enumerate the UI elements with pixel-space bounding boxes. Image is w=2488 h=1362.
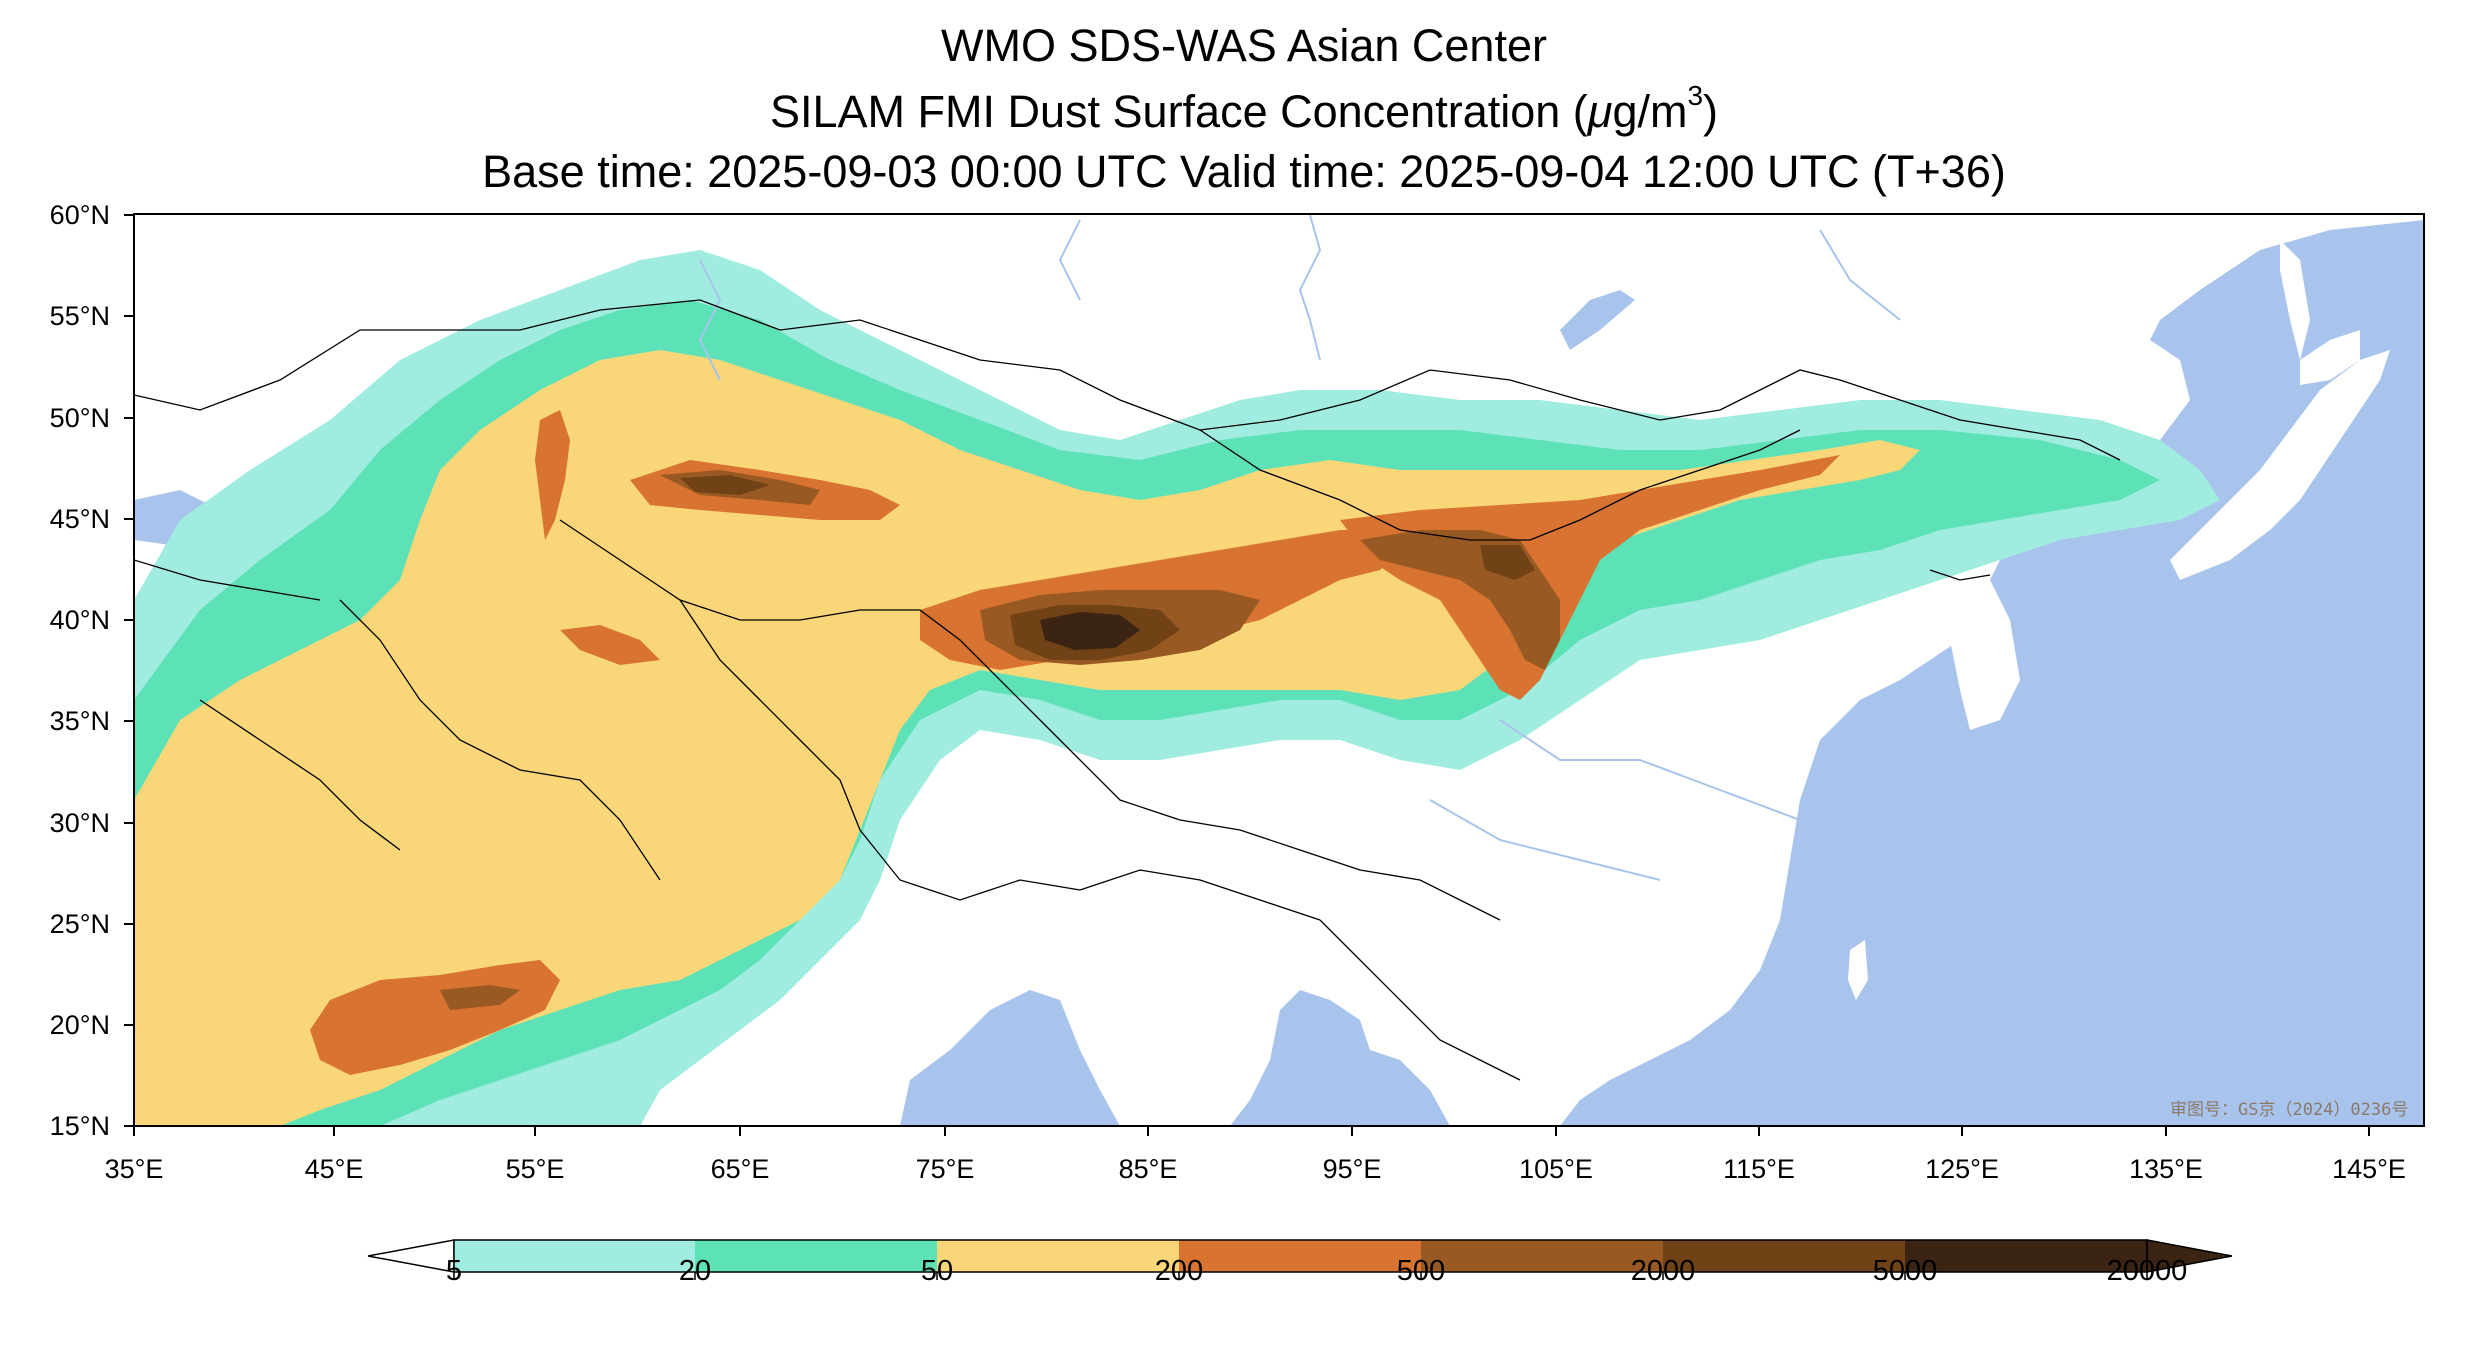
lon-label-145: 145°E xyxy=(2332,1154,2406,1184)
river-5 xyxy=(1429,799,1661,881)
land-hokkaido xyxy=(2300,330,2360,385)
lon-label-125: 125°E xyxy=(1925,1154,1999,1184)
lon-label-105: 105°E xyxy=(1519,1154,1593,1184)
colorbar-bin-200-500 xyxy=(1179,1240,1421,1272)
colorbar-ticks xyxy=(453,1272,2148,1280)
lon-label-35: 35°E xyxy=(104,1154,164,1184)
borders xyxy=(134,299,2121,1081)
dust-level-2000-east xyxy=(1480,545,1535,580)
land-japan xyxy=(2170,350,2390,580)
map-time-info: Base time: 2025-09-03 00:00 UTC Valid ti… xyxy=(482,146,2006,197)
lon-label-65: 65°E xyxy=(710,1154,770,1184)
unit-text: g/m xyxy=(1612,86,1688,137)
dust-level-500-arabia xyxy=(440,985,520,1010)
lat-label-45: 45°N xyxy=(49,504,110,534)
subtitle-close: ) xyxy=(1703,86,1719,137)
border-mongolia xyxy=(1199,429,1801,541)
lon-label-75: 75°E xyxy=(915,1154,975,1184)
lat-label-20: 20°N xyxy=(49,1010,110,1040)
colorbar-label-50: 50 xyxy=(920,1255,954,1287)
colorbar-bin-5-20 xyxy=(454,1240,695,1272)
lat-label-40: 40°N xyxy=(49,605,110,635)
river-1 xyxy=(1298,214,1322,361)
colorbar-bin-5000-20000 xyxy=(1905,1240,2147,1272)
colorbar-label-20: 20 xyxy=(678,1255,712,1287)
lon-label-85: 85°E xyxy=(1118,1154,1178,1184)
river-6 xyxy=(1819,229,1901,321)
colorbar-label-5000: 5000 xyxy=(1872,1255,1938,1287)
map-subtitle: SILAM FMI Dust Surface Concentration (μg… xyxy=(0,82,2488,138)
land-sakhalin xyxy=(2280,240,2310,360)
river-3 xyxy=(1058,219,1081,301)
subtitle-text: SILAM FMI Dust Surface Concentration ( xyxy=(769,86,1588,137)
border-afghan xyxy=(679,599,861,831)
border-india xyxy=(859,829,1321,921)
map-title: WMO SDS-WAS Asian Center xyxy=(941,20,1547,71)
lon-label-45: 45°E xyxy=(304,1154,364,1184)
colorbar-label-2000: 2000 xyxy=(1630,1255,1696,1287)
dust-level-5000 xyxy=(1040,612,1140,650)
border-se-asia xyxy=(1319,919,1521,1081)
colorbar-bin-500-2000 xyxy=(1421,1240,1663,1272)
lat-label-60: 60°N xyxy=(49,200,110,230)
map-area xyxy=(134,214,2424,1126)
dust-level-200-kaz xyxy=(535,410,570,540)
lon-ticks xyxy=(133,1126,2370,1136)
colorbar-label-5: 5 xyxy=(445,1255,463,1287)
border-arabia xyxy=(199,699,401,851)
lat-label-15: 15°N xyxy=(49,1111,110,1141)
border-china-west xyxy=(919,609,1501,921)
land-hainan xyxy=(1632,1025,1670,1060)
dust-level-2000-north xyxy=(680,475,770,495)
map-frame xyxy=(133,213,2425,1127)
colorbar xyxy=(367,1239,2233,1280)
colorbar-bin-20-50 xyxy=(695,1240,937,1272)
border-turkey xyxy=(134,559,321,601)
baikal-lake xyxy=(1560,290,1635,350)
colorbar-bin-50-200 xyxy=(937,1240,1179,1272)
approval-stamp: 审图号：GS京（2024）0236号 xyxy=(2170,1100,2409,1120)
lat-label-30: 30°N xyxy=(49,808,110,838)
dust-level-200-east xyxy=(1340,455,1840,700)
colorbar-label-500: 500 xyxy=(1396,1255,1446,1287)
colorbar-label-20000: 20000 xyxy=(2106,1255,2188,1287)
unit-superscript: 3 xyxy=(1687,80,1704,111)
lon-label-55: 55°E xyxy=(505,1154,565,1184)
dust-contours xyxy=(134,250,2220,1126)
lon-label-95: 95°E xyxy=(1322,1154,1382,1184)
dust-level-200-iran xyxy=(560,625,660,665)
border-russia-south xyxy=(134,299,2121,461)
lat-label-25: 25°N xyxy=(49,909,110,939)
land-taiwan xyxy=(1848,940,1868,1000)
lat-label-35: 35°N xyxy=(49,706,110,736)
colorbar-bin-2000-5000 xyxy=(1663,1240,1905,1272)
lat-ticks xyxy=(124,214,134,1127)
border-iran xyxy=(339,599,661,881)
unit-mu: μ xyxy=(1587,86,1613,137)
border-korea xyxy=(1929,569,1991,581)
colorbar-label-200: 200 xyxy=(1154,1255,1204,1287)
lon-label-115: 115°E xyxy=(1723,1154,1795,1184)
lat-label-50: 50°N xyxy=(49,403,110,433)
rivers xyxy=(698,214,1901,881)
border-kaz-south xyxy=(559,519,920,621)
river-2 xyxy=(698,259,722,381)
river-4 xyxy=(1499,719,1801,821)
colorbar-frame xyxy=(453,1239,2148,1273)
lon-label-135: 135°E xyxy=(2129,1154,2203,1184)
lat-label-55: 55°N xyxy=(49,301,110,331)
land-korea xyxy=(1950,580,2020,730)
